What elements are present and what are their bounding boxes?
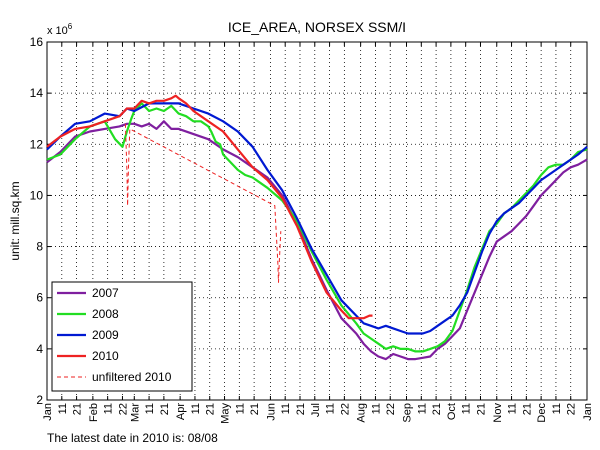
y-tick-label: 4 [36, 342, 43, 356]
series-line-unfiltered-2010 [124, 123, 282, 283]
x-tick-label: Oct [446, 403, 458, 420]
legend-label-unfiltered-2010: unfiltered 2010 [92, 370, 172, 384]
x-tick-label: 11 [144, 403, 156, 414]
y-tick-label: 8 [36, 240, 43, 254]
y-tick-label: 14 [30, 86, 44, 100]
x-tick-label: 11 [416, 403, 428, 414]
x-tick-label: 11 [190, 403, 202, 414]
x-tick-label: Mar [129, 403, 141, 422]
series-line-2010 [46, 94, 373, 320]
legend-label-2010: 2010 [92, 349, 119, 363]
x-tick-label: Jun [265, 403, 277, 421]
series-layer [46, 94, 588, 361]
y-axis-label: unit: mill.sq.km [8, 181, 22, 260]
series-line-2009 [46, 102, 588, 335]
chart-title: ICE_AREA, NORSEX SSM/I [228, 19, 406, 35]
x-tick-label: Jan [42, 403, 54, 421]
x-tick-label: 11 [461, 403, 473, 414]
x-tick-label: May [220, 403, 232, 424]
x-tick-labels: Jan 11 21 Feb 11 22 Mar 11 21 Apr 11 21 May 11 21 Jun 11… [42, 403, 594, 424]
x-tick-label: 21 [249, 403, 261, 415]
x-tick-label: 21 [521, 403, 533, 415]
legend: 2007 2008 2009 2010 unfiltered 2010 [51, 281, 193, 392]
legend-label-2008: 2008 [92, 307, 119, 321]
x-tick-label: 22 [385, 403, 397, 415]
y-tick-label: 16 [30, 35, 44, 49]
latest-date-note: The latest date in 2010 is: 08/08 [47, 431, 218, 445]
x-tick-label: Nov [492, 403, 504, 423]
x-tick-label: 11 [325, 403, 337, 414]
y-tick-label: 6 [36, 291, 43, 305]
x-tick-label: 11 [234, 403, 246, 414]
legend-label-2009: 2009 [92, 328, 119, 342]
y-tick-label: 10 [30, 188, 44, 202]
x-tick-label: Sep [402, 403, 414, 423]
legend-box [51, 281, 193, 392]
x-tick-label: Jul [310, 403, 322, 417]
x-tick-label: 21 [475, 403, 487, 415]
legend-entries: 2007 2008 2009 2010 unfiltered 2010 [57, 286, 172, 384]
x-tick-label: 22 [117, 403, 129, 415]
x-tick-label: 21 [431, 403, 443, 415]
axes-box [46, 41, 588, 401]
y-tick-label: 12 [30, 137, 44, 151]
axis-ticks [46, 41, 588, 401]
legend-label-2007: 2007 [92, 286, 119, 300]
x-tick-label: 11 [370, 403, 382, 414]
y-tick-label: 2 [36, 393, 43, 407]
x-tick-label: 11 [280, 403, 292, 414]
x-tick-label: Feb [88, 403, 100, 422]
y-tick-labels: 2 4 6 8 10 12 14 16 [30, 35, 44, 407]
x-tick-label: 21 [72, 403, 84, 415]
x-tick-label: 21 [205, 403, 217, 415]
x-tick-label: Dec [536, 403, 548, 423]
x-tick-label: 11 [103, 403, 115, 414]
y-exponent-label: x 106 [47, 22, 73, 37]
x-tick-label: Aug [356, 403, 368, 423]
x-tick-label: 11 [57, 403, 69, 414]
series-line-2007 [46, 120, 588, 361]
x-tick-label: 21 [159, 403, 171, 415]
x-tick-label: 21 [295, 403, 307, 415]
x-tick-label: 22 [339, 403, 351, 415]
x-tick-label: Jan [582, 403, 594, 421]
x-tick-label: 22 [566, 403, 578, 415]
x-tick-label: 11 [507, 403, 519, 414]
x-tick-label: 11 [551, 403, 563, 414]
x-tick-label: Apr [175, 403, 187, 420]
